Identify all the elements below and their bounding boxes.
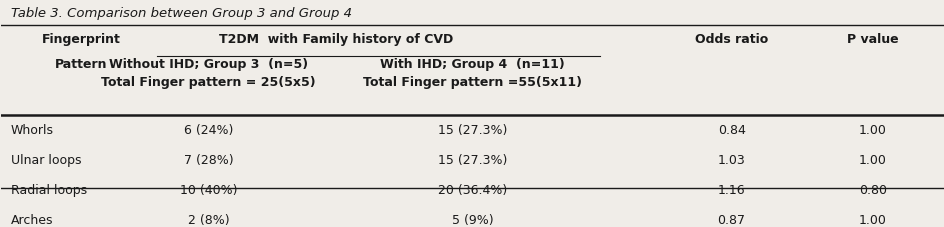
- Text: Without IHD; Group 3  (n=5)
Total Finger pattern = 25(5x5): Without IHD; Group 3 (n=5) Total Finger …: [101, 58, 315, 89]
- Text: Whorls: Whorls: [10, 124, 54, 137]
- Text: Pattern: Pattern: [55, 58, 108, 71]
- Text: 1.00: 1.00: [858, 215, 885, 227]
- Text: 1.03: 1.03: [717, 154, 745, 167]
- Text: 10 (40%): 10 (40%): [179, 184, 237, 197]
- Text: 1.00: 1.00: [858, 154, 885, 167]
- Text: Arches: Arches: [10, 215, 53, 227]
- Text: Odds ratio: Odds ratio: [694, 32, 767, 46]
- Text: 1.00: 1.00: [858, 124, 885, 137]
- Text: Fingerprint: Fingerprint: [42, 32, 121, 46]
- Text: Ulnar loops: Ulnar loops: [10, 154, 81, 167]
- Text: 15 (27.3%): 15 (27.3%): [437, 124, 507, 137]
- Text: T2DM  with Family history of CVD: T2DM with Family history of CVD: [218, 32, 452, 46]
- Text: 6 (24%): 6 (24%): [184, 124, 233, 137]
- Text: Radial loops: Radial loops: [10, 184, 87, 197]
- Text: 2 (8%): 2 (8%): [188, 215, 229, 227]
- Text: 1.16: 1.16: [717, 184, 745, 197]
- Text: 0.84: 0.84: [716, 124, 745, 137]
- Text: 0.80: 0.80: [858, 184, 886, 197]
- Text: 20 (36.4%): 20 (36.4%): [437, 184, 507, 197]
- Text: 5 (9%): 5 (9%): [451, 215, 493, 227]
- Text: 0.87: 0.87: [716, 215, 745, 227]
- Text: 7 (28%): 7 (28%): [184, 154, 233, 167]
- Text: P value: P value: [846, 32, 898, 46]
- Text: 15 (27.3%): 15 (27.3%): [437, 154, 507, 167]
- Text: With IHD; Group 4  (n=11)
Total Finger pattern =55(5x11): With IHD; Group 4 (n=11) Total Finger pa…: [362, 58, 582, 89]
- Text: Table 3. Comparison between Group 3 and Group 4: Table 3. Comparison between Group 3 and …: [10, 7, 351, 20]
